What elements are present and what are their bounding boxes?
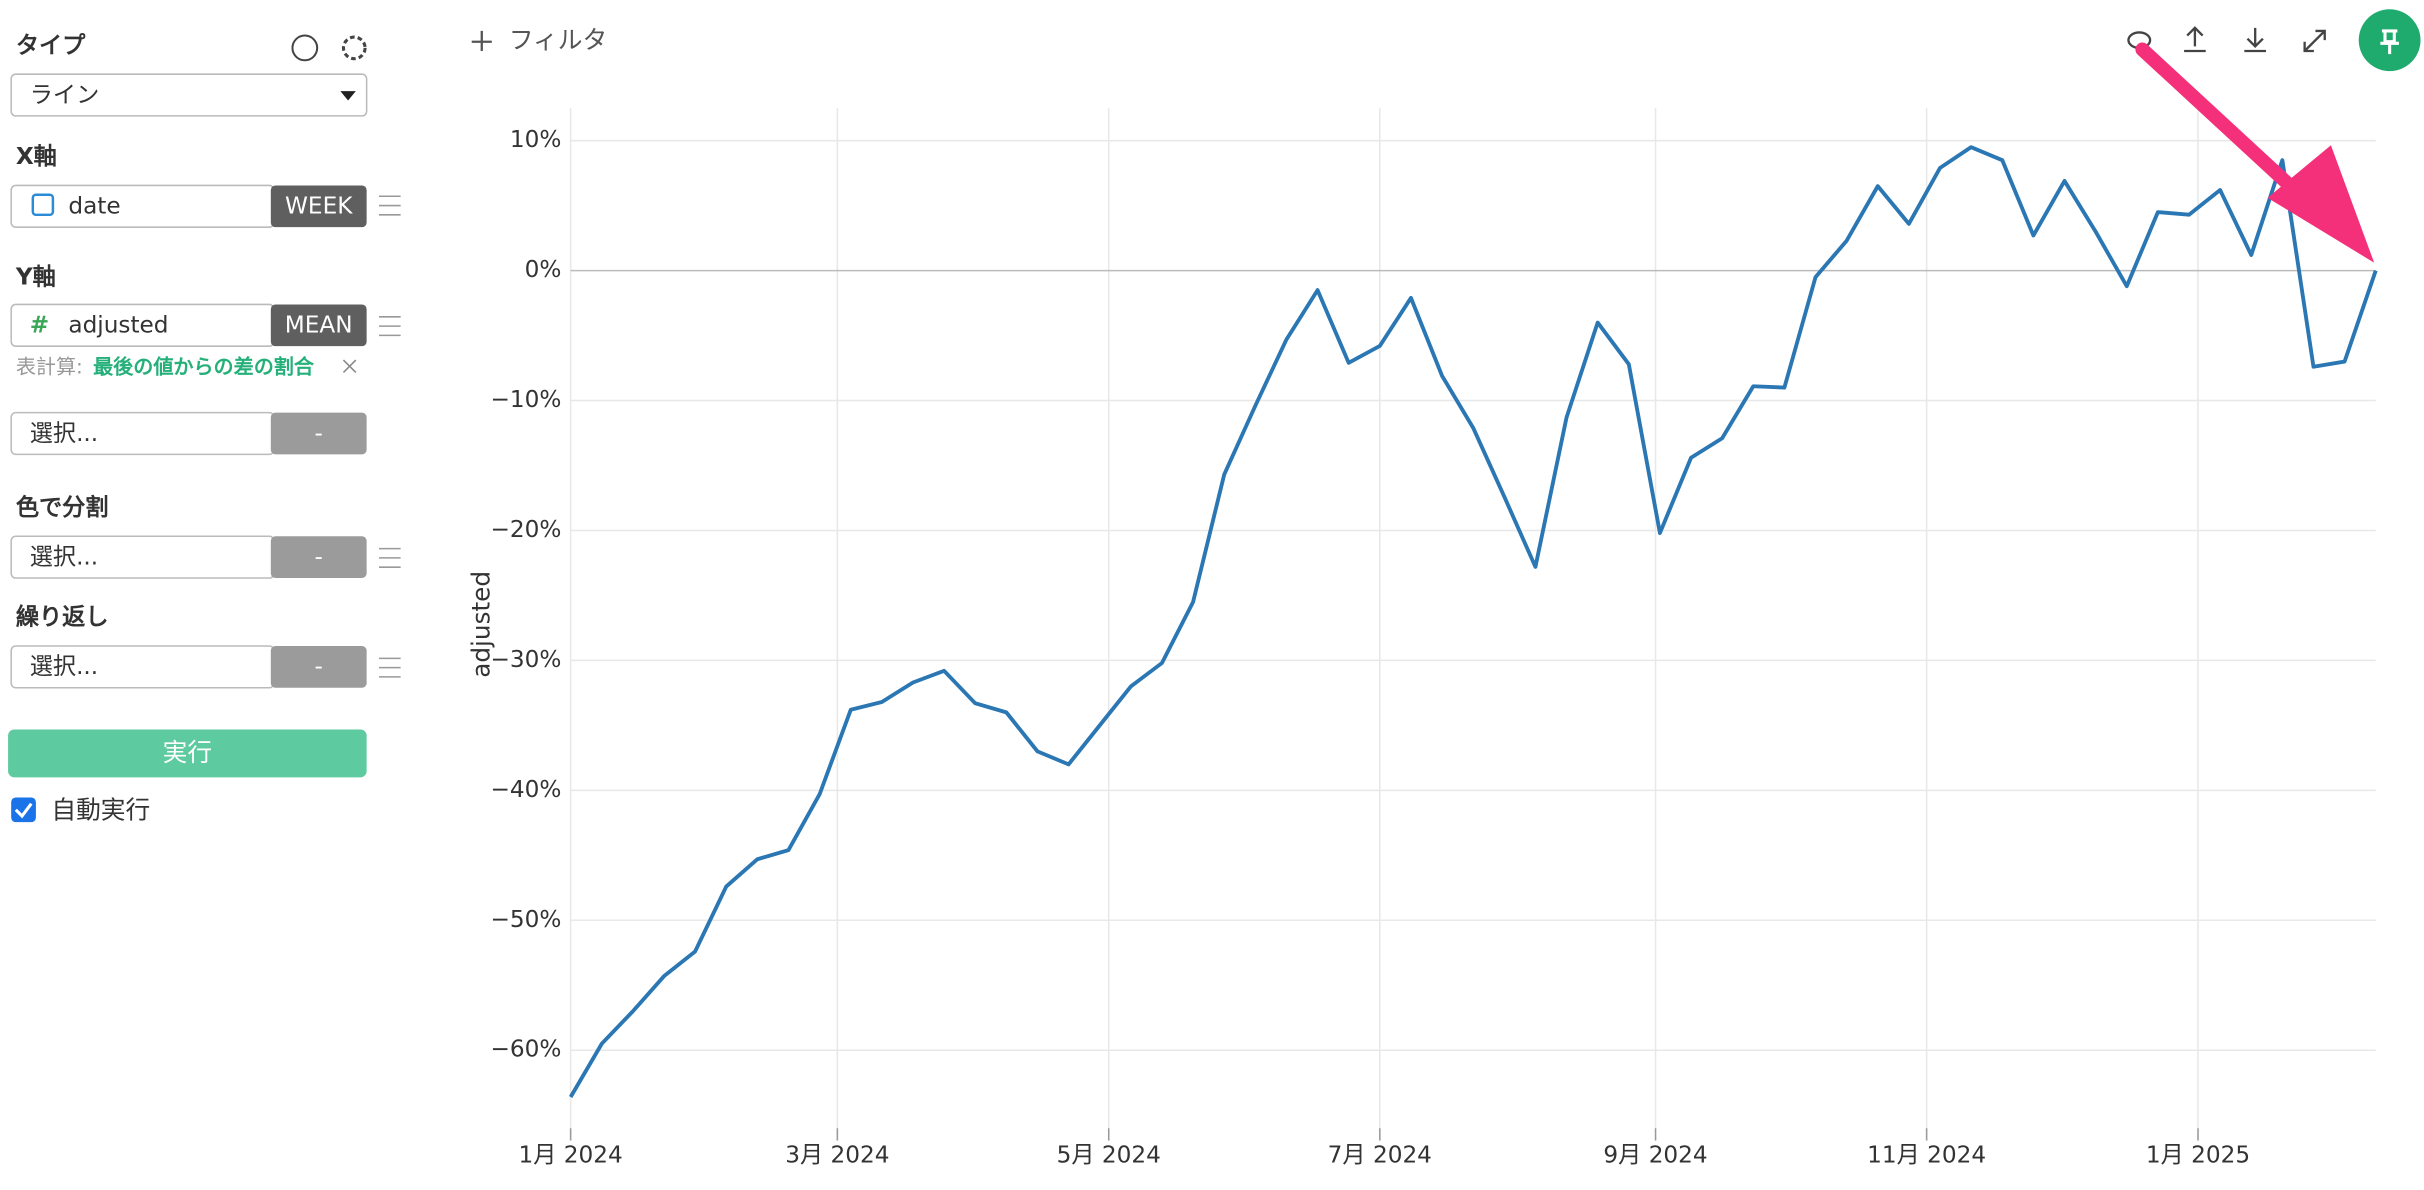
type-value: ライン xyxy=(30,81,100,108)
dropdown-caret xyxy=(340,91,356,101)
expand-icon[interactable] xyxy=(2303,29,2326,53)
repeat-agg[interactable] xyxy=(270,646,367,688)
repeat-select-text: 選択... xyxy=(30,653,98,680)
x-tick-label: 1月 2024 xyxy=(519,1142,623,1169)
extra-agg-text: - xyxy=(315,420,323,447)
y-tick-label: −10% xyxy=(490,386,561,413)
color-agg[interactable] xyxy=(270,536,367,578)
help-icon[interactable] xyxy=(291,34,319,62)
plot: 1月 2024 3月 2024 5月 2024 7月 2024 9月 2024 11月 2… xyxy=(490,108,2378,1169)
extra-agg[interactable] xyxy=(270,412,367,455)
drag-handle[interactable] xyxy=(379,195,401,216)
run-text: 実行 xyxy=(163,738,212,767)
type-label: タイプ xyxy=(16,32,86,59)
check-mark xyxy=(14,802,33,819)
x-tick-label: 1月 2025 xyxy=(2146,1142,2250,1169)
x-field[interactable] xyxy=(10,184,275,228)
number-icon: # xyxy=(30,312,49,339)
data-line xyxy=(568,145,2378,1098)
filter-text[interactable]: フィルタ xyxy=(509,26,607,55)
y-axis-label: Y軸 xyxy=(15,264,56,291)
drag-handle[interactable] xyxy=(379,547,401,568)
run-button[interactable] xyxy=(8,729,367,778)
x-agg-text: WEEK xyxy=(285,193,353,220)
y-tick-label: −50% xyxy=(490,906,561,933)
upload-icon[interactable] xyxy=(2184,26,2206,53)
drag-handle[interactable] xyxy=(379,657,401,678)
pin-icon xyxy=(2380,29,2399,55)
color-label: 色で分割 xyxy=(16,494,109,521)
x-axis-label: X軸 xyxy=(16,143,57,170)
repeat-agg-text: - xyxy=(315,653,323,680)
x-agg[interactable] xyxy=(270,185,367,228)
download-icon[interactable] xyxy=(2244,27,2266,53)
y-tick-label: −60% xyxy=(490,1036,561,1063)
x-field-name: date xyxy=(68,193,120,220)
x-tick-label: 3月 2024 xyxy=(785,1142,889,1169)
y-axis-title: adjusted xyxy=(467,571,496,678)
annotation-arrowhead xyxy=(2267,145,2375,263)
calc-label: 表計算: xyxy=(16,354,83,378)
y-tick-label: −20% xyxy=(490,516,561,543)
y-tick-label: −40% xyxy=(490,776,561,803)
calendar-icon xyxy=(31,193,55,217)
y-agg[interactable] xyxy=(270,304,367,347)
x-tick-label: 11月 2024 xyxy=(1867,1142,1986,1169)
settings-icon[interactable] xyxy=(341,35,367,61)
auto-run-checkbox[interactable] xyxy=(11,797,36,823)
color-select-text: 選択... xyxy=(30,543,98,570)
y-tick-label: 10% xyxy=(510,126,562,153)
remove-calc[interactable] xyxy=(342,359,357,374)
y-agg-text: MEAN xyxy=(285,312,353,339)
x-tick-label: 7月 2024 xyxy=(1328,1142,1432,1169)
x-tick-label: 5月 2024 xyxy=(1057,1142,1161,1169)
x-tick-label: 9月 2024 xyxy=(1603,1142,1707,1169)
extra-select-text: 選択... xyxy=(30,420,98,447)
y-tick-label: 0% xyxy=(525,256,562,283)
y-tick-label: −30% xyxy=(490,646,561,673)
drag-handle[interactable] xyxy=(379,316,401,337)
calc-value[interactable]: 最後の値からの差の割合 xyxy=(93,354,315,378)
type-select[interactable] xyxy=(10,73,368,117)
repeat-label: 繰り返し xyxy=(16,604,109,631)
color-agg-text: - xyxy=(315,543,323,570)
y-field-name: adjusted xyxy=(68,312,168,339)
add-filter-icon[interactable] xyxy=(471,30,492,51)
annotation-arrow xyxy=(2135,42,2311,205)
auto-run-text: 自動実行 xyxy=(51,795,150,824)
